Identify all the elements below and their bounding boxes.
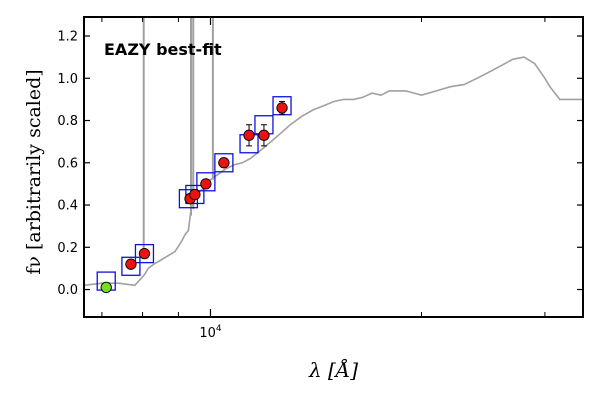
y-axis-title: fν [arbitrarily scaled] xyxy=(23,69,45,274)
chart-annotation: EAZY best-fit xyxy=(104,40,222,59)
model-flux-box-10 xyxy=(272,96,292,116)
observed-flux-point-8 xyxy=(243,129,255,141)
model-flux-box-6 xyxy=(196,172,216,192)
model-flux-box-5 xyxy=(185,184,205,205)
model-flux-box-3 xyxy=(134,243,155,264)
plot-frame xyxy=(83,16,584,318)
x-axis-title: λ [Å] xyxy=(308,357,358,382)
y-tick-label: 0.4 xyxy=(57,199,78,214)
observed-flux-point-3 xyxy=(138,247,151,260)
observed-flux-point-7 xyxy=(218,157,230,169)
observed-flux-point-1 xyxy=(100,281,112,294)
observed-flux-point-9 xyxy=(258,129,270,141)
y-tick-label: 0.0 xyxy=(57,283,78,298)
observed-flux-point-5 xyxy=(189,188,201,201)
y-tick-label: 0.2 xyxy=(57,241,78,256)
y-tick-label: 1.0 xyxy=(57,72,78,87)
template-spectrum-line xyxy=(84,56,583,287)
observed-flux-point-2 xyxy=(125,258,137,270)
observed-flux-point-6 xyxy=(200,178,212,190)
y-tick-label: 0.8 xyxy=(57,114,78,129)
x-tick-label: 104 xyxy=(199,324,222,341)
y-tick-label: 0.6 xyxy=(57,156,78,171)
model-flux-box-2 xyxy=(121,256,141,276)
y-tick-label: 1.2 xyxy=(57,30,78,45)
observed-flux-point-10 xyxy=(276,102,288,114)
model-flux-box-7 xyxy=(214,153,234,173)
